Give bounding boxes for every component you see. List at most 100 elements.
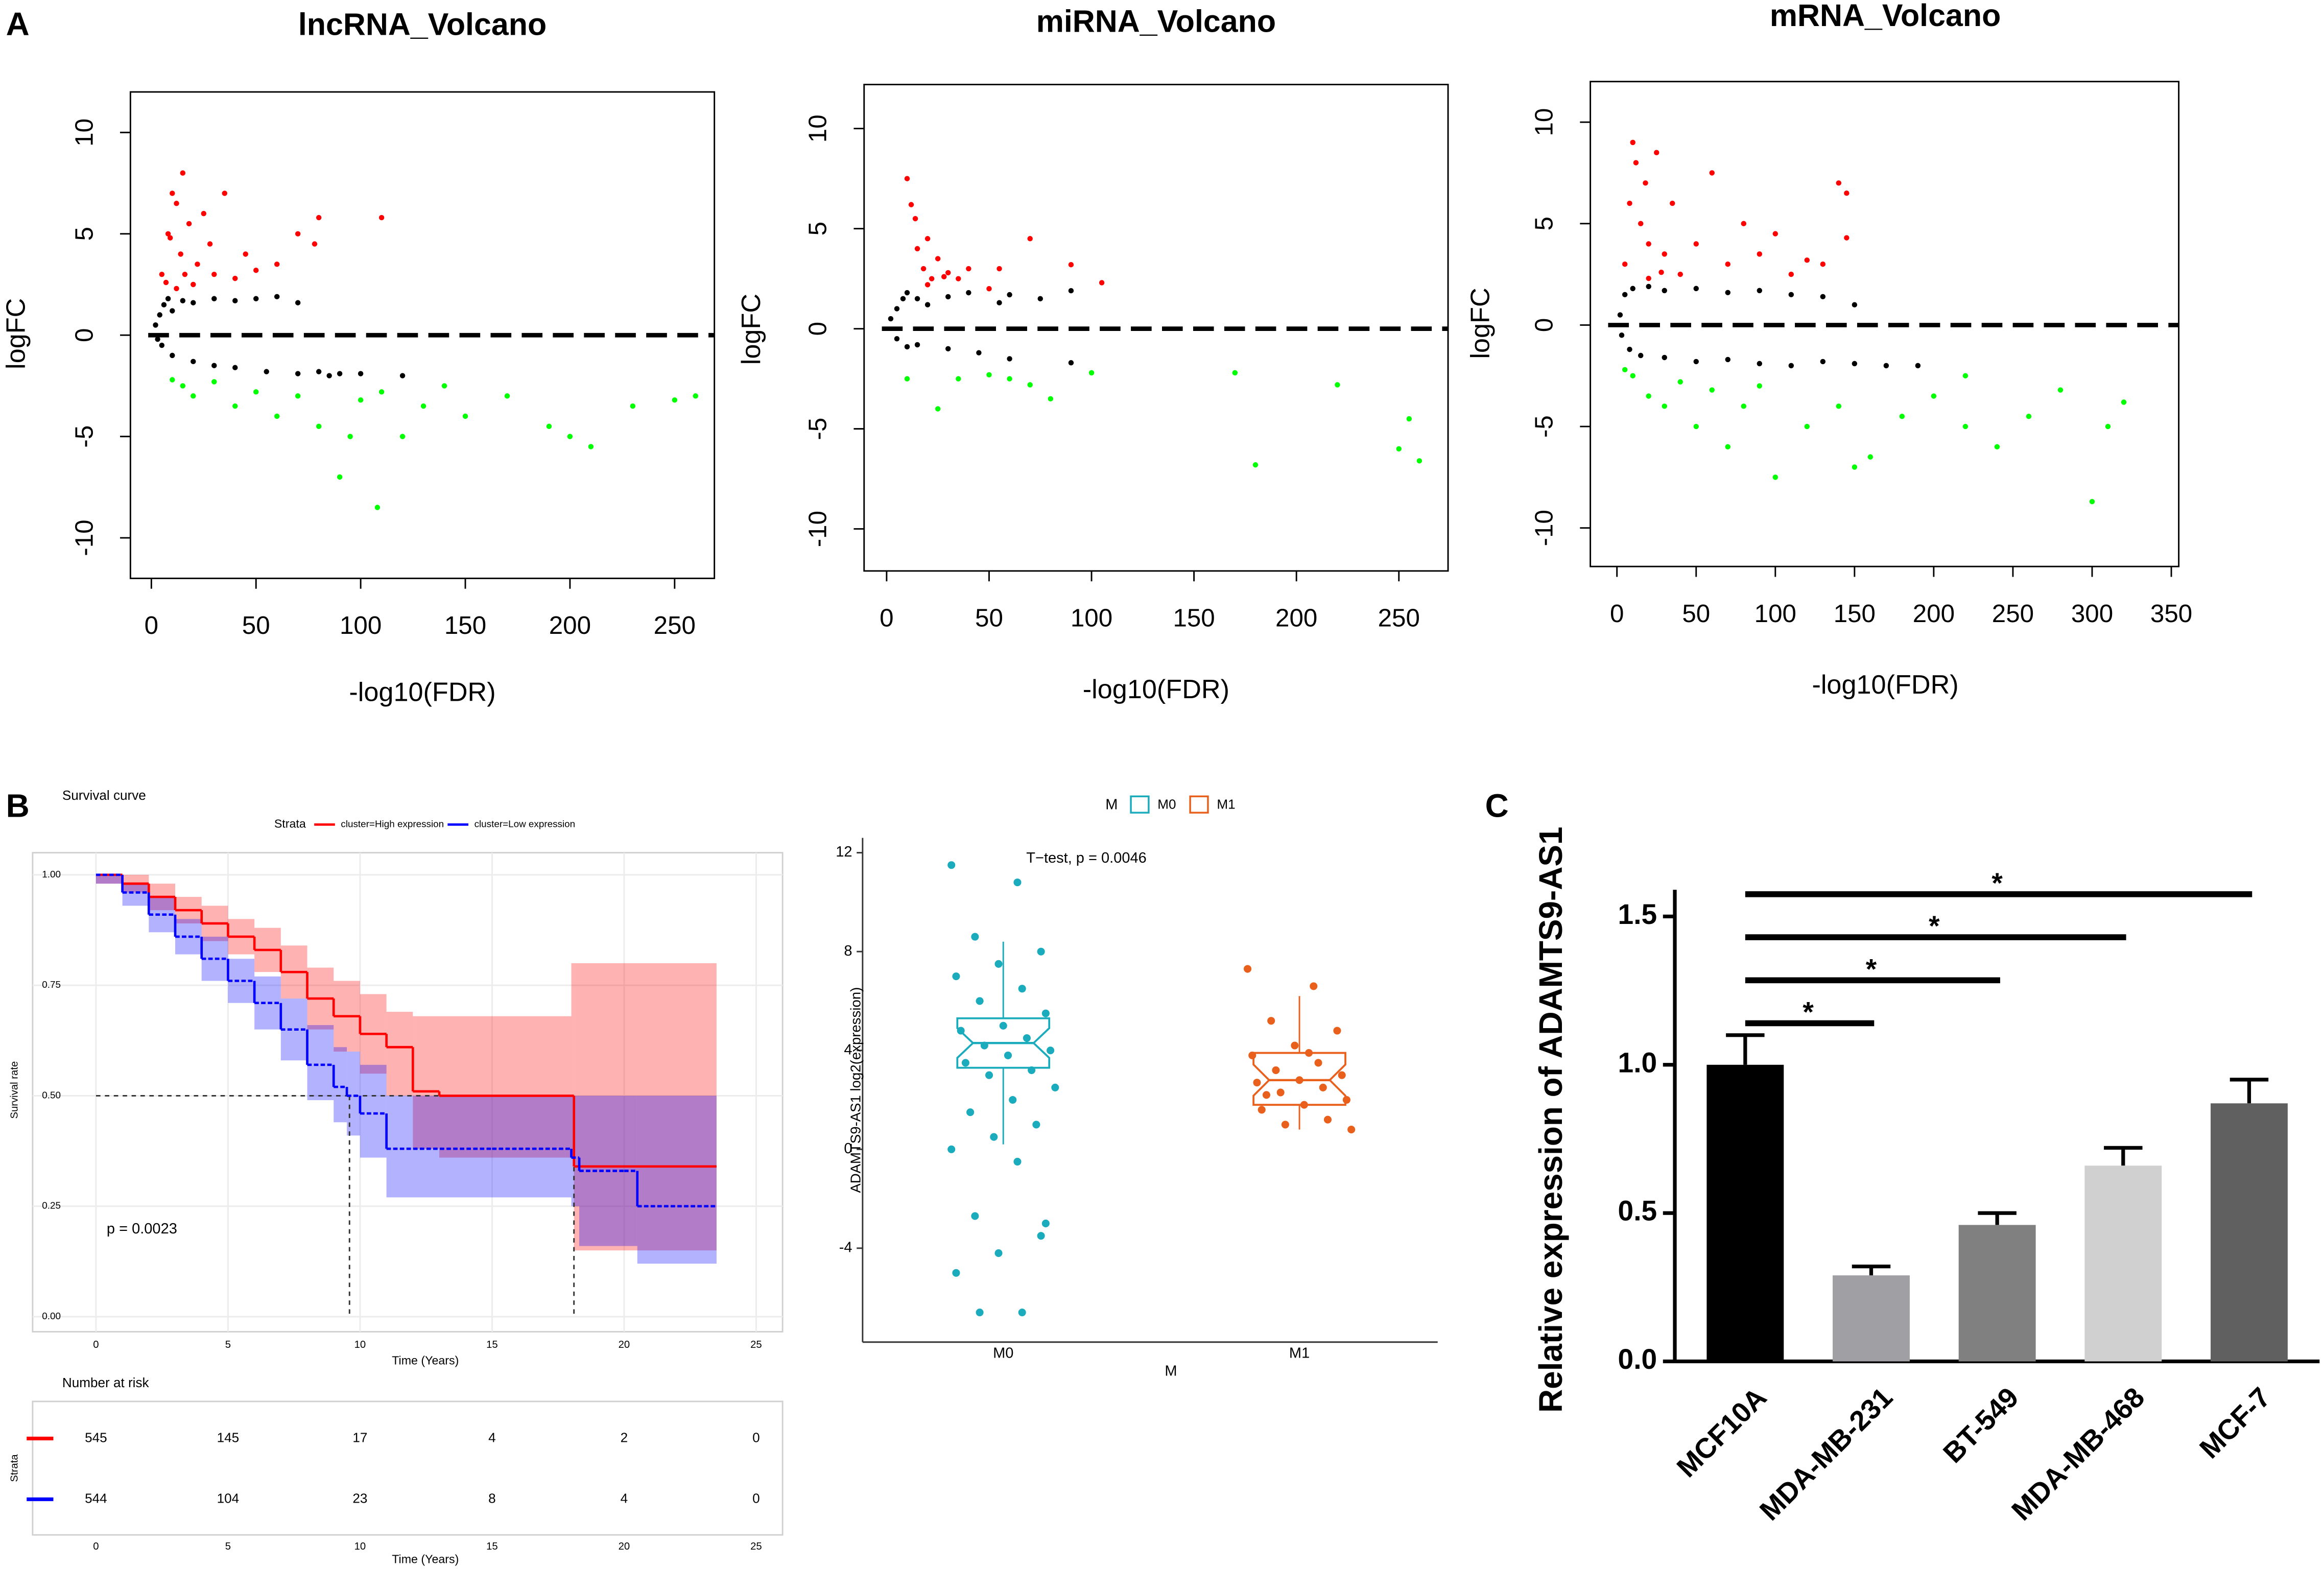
confidence-band <box>571 963 574 1158</box>
point <box>1416 458 1422 464</box>
point <box>1253 1079 1261 1087</box>
point <box>161 302 167 307</box>
legend-title: M <box>1105 796 1118 813</box>
x-tick-label: 200 <box>549 611 591 639</box>
point <box>908 202 914 207</box>
point <box>1646 275 1651 281</box>
x-tick-label: 25 <box>750 1541 762 1552</box>
confidence-band <box>413 1016 440 1149</box>
point <box>399 373 406 378</box>
point <box>941 274 947 279</box>
point <box>1347 1126 1356 1134</box>
point <box>1027 236 1033 242</box>
risk-value: 0 <box>752 1490 760 1506</box>
point <box>945 270 951 276</box>
x-tick-label: 150 <box>1173 604 1215 632</box>
point <box>274 294 280 300</box>
x-tick-label: 200 <box>1275 604 1317 632</box>
y-tick-label: 12 <box>836 844 852 860</box>
point <box>374 505 381 510</box>
confidence-band <box>637 1096 717 1264</box>
x-tick-label: 25 <box>750 1339 762 1350</box>
point <box>232 365 238 370</box>
point <box>997 300 1002 305</box>
point <box>195 262 200 267</box>
point <box>1670 200 1675 206</box>
point <box>1646 241 1651 247</box>
point <box>924 282 931 288</box>
point <box>378 215 385 221</box>
point <box>1788 292 1794 298</box>
risk-value: 8 <box>488 1490 496 1506</box>
point <box>1725 444 1731 450</box>
point <box>1654 150 1659 155</box>
y-axis-label: Relative expression of ADAMTS9-AS1 <box>1532 826 1569 1412</box>
point <box>1047 1047 1055 1055</box>
x-tick-label: 250 <box>1378 604 1420 632</box>
y-tick-label: -5 <box>804 418 832 440</box>
point <box>1023 1034 1031 1042</box>
point <box>990 1133 998 1141</box>
point <box>966 266 971 272</box>
point <box>1677 271 1683 277</box>
point <box>904 376 910 382</box>
point <box>1915 363 1921 369</box>
plot-frame <box>32 852 784 1333</box>
point <box>1852 464 1858 470</box>
point <box>1820 262 1826 267</box>
risk-value: 23 <box>352 1490 367 1506</box>
point <box>985 1071 993 1079</box>
point <box>1013 878 1022 887</box>
point <box>1068 360 1074 366</box>
confidence-band <box>96 874 123 884</box>
point <box>243 251 248 257</box>
point <box>1051 1083 1059 1091</box>
point <box>1248 1051 1256 1059</box>
point <box>191 281 196 288</box>
point <box>232 403 238 409</box>
point <box>1258 1106 1266 1114</box>
point <box>180 298 186 303</box>
point <box>1007 292 1012 298</box>
point <box>1013 1157 1022 1166</box>
point <box>1396 446 1402 452</box>
point <box>253 296 259 302</box>
box <box>956 1017 1051 1069</box>
point <box>1622 262 1628 267</box>
point <box>945 294 951 300</box>
point <box>165 296 171 302</box>
y-tick-label: 0 <box>70 328 98 342</box>
point <box>1788 363 1794 369</box>
point <box>976 1309 984 1317</box>
point <box>1068 262 1074 268</box>
y-tick-label: 0.0 <box>1618 1343 1657 1375</box>
point <box>1962 423 1969 430</box>
point <box>180 170 186 176</box>
point <box>1037 296 1043 302</box>
point <box>1662 403 1667 409</box>
point <box>994 1249 1003 1257</box>
y-tick-label: -4 <box>839 1240 852 1256</box>
point <box>1007 376 1012 382</box>
point <box>1772 474 1778 480</box>
point <box>929 276 935 281</box>
confidence-band <box>574 963 717 1251</box>
point <box>994 960 1003 968</box>
significance-label: * <box>1866 953 1877 985</box>
y-tick-label: 10 <box>804 114 832 142</box>
point <box>1295 1076 1303 1084</box>
point <box>163 279 169 286</box>
y-tick-label: 0.50 <box>42 1089 61 1100</box>
y-tick-label: -5 <box>1530 415 1558 438</box>
y-tick-label: 0.5 <box>1618 1195 1657 1227</box>
x-tick-label: 150 <box>444 611 486 639</box>
point <box>2026 413 2032 419</box>
point <box>157 312 162 318</box>
point <box>961 1059 969 1067</box>
point <box>1319 1083 1327 1091</box>
confidence-band <box>439 1016 572 1158</box>
x-tick-label: 5 <box>225 1541 231 1552</box>
y-tick-label: 0 <box>844 1140 852 1157</box>
box <box>1252 1052 1346 1106</box>
point <box>1899 413 1905 419</box>
